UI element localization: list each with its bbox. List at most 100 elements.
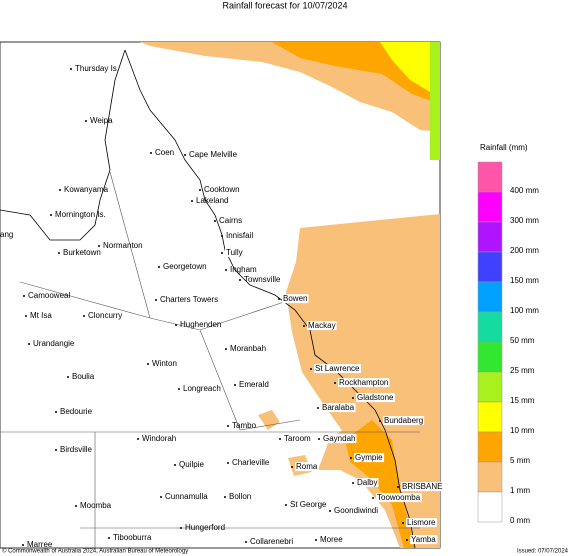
place-label: Georgetown: [163, 262, 207, 271]
place-label: Urandangie: [33, 339, 75, 348]
place-dot: [227, 425, 229, 427]
legend-swatch: [477, 371, 503, 403]
place-dot: [303, 325, 305, 327]
place-label: Windorah: [142, 434, 176, 443]
place-label: Cairns: [219, 216, 242, 225]
legend-label: 1 mm: [510, 486, 530, 495]
place-label: Dalby: [357, 478, 377, 487]
place-labels: Thursday Is. Weipa Coen Cape Melville Cookto…: [0, 64, 444, 549]
place-label: Moomba: [80, 501, 112, 510]
place-dot: [221, 252, 223, 254]
place-dot: [70, 68, 72, 70]
place-label: Hughenden: [180, 320, 221, 329]
place: Moomba: [75, 501, 112, 510]
title: Rainfall forecast for 10/07/2024: [222, 0, 347, 10]
coastline: [0, 49, 126, 241]
place: Weipa: [85, 116, 113, 125]
place: ang: [0, 230, 13, 239]
place-label: Cunnamulla: [165, 492, 208, 501]
place: Thursday Is.: [70, 64, 119, 73]
place-label: Cloncurry: [88, 311, 122, 320]
place: Moranbah: [225, 344, 266, 353]
place-dot: [402, 522, 404, 524]
map-area: [0, 41, 441, 549]
label-background: [307, 321, 337, 331]
rain-area: [380, 42, 430, 92]
place-label: Gayndah: [323, 434, 355, 443]
place-dot: [137, 438, 139, 440]
place-dot: [315, 539, 317, 541]
place-label: Tully: [226, 248, 243, 257]
place-label: Emerald: [239, 380, 269, 389]
legend-label: 100 mm: [510, 306, 539, 315]
place: Collarenebri: [245, 537, 293, 546]
rain-area: [258, 410, 312, 476]
place: Moree: [315, 535, 343, 544]
place: Windorah: [137, 434, 176, 443]
place-dot: [59, 189, 61, 191]
place-label: Moranbah: [230, 344, 266, 353]
place-label: Marree: [27, 540, 53, 549]
place-dot: [174, 464, 176, 466]
place-dot: [239, 279, 241, 281]
place: St Lawrence: [310, 364, 362, 374]
place-label: Normanton: [103, 241, 143, 250]
label-background: [295, 462, 319, 472]
place-dot: [225, 269, 227, 271]
label-background: [356, 393, 396, 403]
place: Emerald: [234, 380, 269, 389]
place-dot: [108, 537, 110, 539]
place-label: Boulia: [72, 372, 95, 381]
legend-label: 50 mm: [510, 336, 535, 345]
place-dot: [180, 527, 182, 529]
label-background: [401, 482, 444, 492]
place-label: Bedourie: [60, 407, 93, 416]
legend-swatch: [477, 311, 503, 343]
label-background: [376, 493, 422, 503]
place: BRISBANE: [397, 482, 444, 492]
legend-swatch: [477, 191, 503, 223]
place-dot: [214, 220, 216, 222]
place: Innisfail: [221, 231, 255, 241]
place-label: ang: [0, 230, 13, 239]
place: Tambo: [227, 421, 257, 430]
place-dot: [352, 397, 354, 399]
place: Roma: [291, 462, 319, 472]
label-background: [333, 506, 380, 516]
place: Cooktown: [199, 185, 240, 194]
place-dot: [278, 298, 280, 300]
place: Toowoomba: [372, 493, 422, 503]
place-label: BRISBANE: [402, 482, 442, 491]
place-label: St George: [290, 500, 327, 509]
place: St George: [285, 500, 327, 509]
place-dot: [83, 315, 85, 317]
place-label: Innisfail: [226, 231, 253, 240]
place-label: Tibooburra: [113, 533, 152, 542]
place-dot: [352, 482, 354, 484]
place-label: Thursday Is.: [75, 64, 119, 73]
label-background: [225, 248, 244, 258]
legend-label: 0 mm: [510, 516, 530, 525]
place: Boulia: [67, 372, 95, 381]
place-label: Winton: [152, 359, 177, 368]
legend-swatch: [477, 341, 503, 373]
legend-swatch: [477, 401, 503, 433]
place-dot: [234, 384, 236, 386]
place: Goondiwindi: [329, 506, 380, 516]
label-background: [383, 416, 425, 426]
place-dot: [25, 315, 27, 317]
place: Birdsville: [55, 445, 93, 454]
place: Tully: [221, 248, 244, 258]
place: Burketown: [58, 248, 101, 257]
place-label: Yamba: [411, 535, 436, 544]
label-background: [321, 403, 356, 413]
place-dot: [350, 457, 352, 459]
label-background: [354, 453, 385, 463]
place-dot: [28, 343, 30, 345]
place: Mackay: [303, 321, 337, 331]
place-dot: [175, 324, 177, 326]
legend-label: 25 mm: [510, 366, 535, 375]
place-dot: [285, 504, 287, 506]
coastline: [124, 49, 416, 549]
